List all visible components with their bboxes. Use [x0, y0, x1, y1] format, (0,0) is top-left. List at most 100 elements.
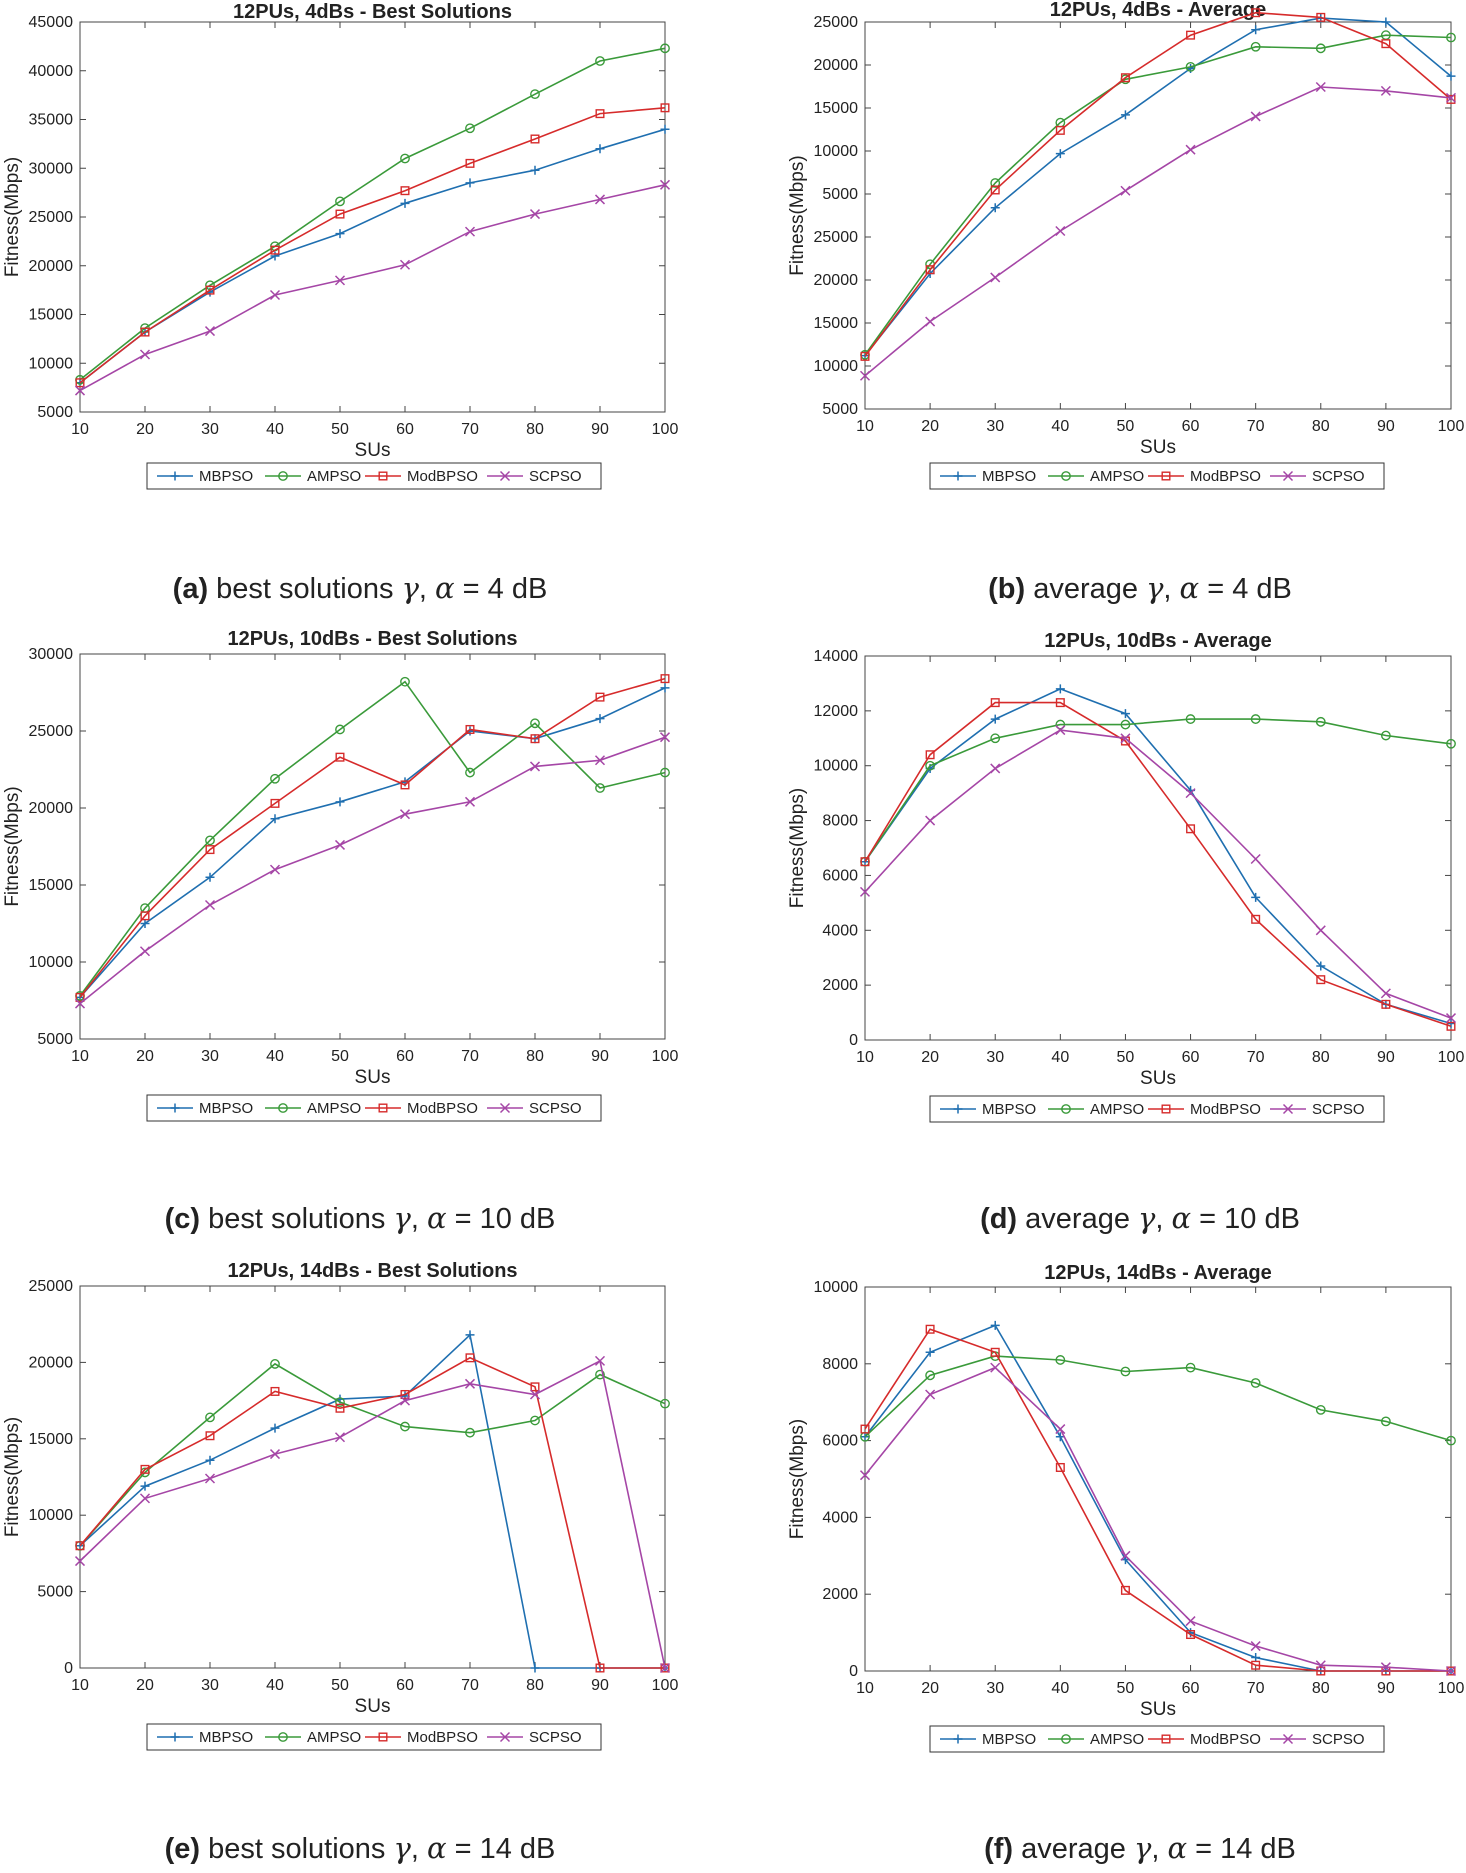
chart-title: 12PUs, 14dBs - Best Solutions: [227, 1260, 517, 1282]
data-point: [1251, 892, 1261, 902]
data-point: [595, 109, 605, 119]
legend-marker: [170, 1103, 180, 1113]
legend-label: SCPSO: [1312, 1731, 1365, 1748]
legend-marker: [278, 471, 288, 481]
y-tick-label: 25000: [29, 1278, 74, 1295]
data-point: [1055, 1432, 1065, 1442]
series-line: [864, 1324, 1451, 1672]
data-point: [990, 1320, 1000, 1330]
legend-label: ModBPSO: [407, 468, 478, 485]
legend-marker: [1161, 1104, 1171, 1114]
x-tick-label: 30: [201, 1677, 219, 1694]
caption-alpha: α: [1171, 1201, 1191, 1235]
data-point: [1055, 1424, 1066, 1435]
series-line: [864, 701, 1452, 1028]
data-point: [990, 698, 1000, 708]
data-point: [75, 992, 85, 1002]
y-tick-label: 10000: [29, 1507, 74, 1524]
data-point: [204, 899, 216, 911]
data-point: [270, 1386, 280, 1396]
data-point: [990, 272, 1001, 283]
data-point: [1120, 1550, 1131, 1561]
data-point: [334, 1432, 346, 1443]
data-point: [205, 1412, 215, 1423]
y-tick-label: 14000: [814, 648, 859, 665]
data-point: [400, 1421, 410, 1432]
data-point: [1446, 71, 1456, 81]
series-ampso: [75, 1359, 670, 1551]
series-modbpso: [860, 8, 1456, 361]
chart-1: 12PUs, 4dBs - Best Solutions 5000 10000 150…: [2, 1, 678, 605]
series-line: [79, 128, 666, 384]
x-tick-label: 10: [856, 1049, 874, 1066]
data-point: [464, 796, 476, 807]
x-tick-label: 40: [266, 421, 284, 438]
x-tick-label: 50: [331, 1677, 349, 1694]
series-mbpso: [75, 1330, 670, 1673]
data-point: [1120, 1366, 1131, 1377]
data-point: [465, 726, 475, 736]
series-scpso: [859, 725, 1457, 1024]
x-tick-label: 20: [136, 1048, 154, 1065]
data-point: [1120, 719, 1131, 730]
x-tick-label: 10: [856, 1680, 874, 1697]
data-point: [270, 251, 280, 261]
x-tick-label: 100: [1438, 1049, 1465, 1066]
y-tick-label: 4000: [822, 1509, 858, 1526]
y-tick-label: 15000: [814, 100, 859, 117]
data-point: [530, 734, 540, 744]
data-point: [1251, 1660, 1261, 1670]
legend-label: MBPSO: [982, 1731, 1036, 1748]
legend-label: SCPSO: [529, 1729, 582, 1746]
data-point: [1446, 1021, 1456, 1031]
x-tick-label: 50: [1117, 1680, 1135, 1697]
legend-marker: [278, 1732, 288, 1742]
y-tick-label: 45000: [29, 14, 74, 31]
y-tick-label: 8000: [822, 1356, 858, 1373]
legend-label: SCPSO: [1312, 468, 1365, 485]
x-tick-label: 90: [591, 1677, 609, 1694]
legend-marker: [1161, 1734, 1171, 1744]
y-tick-label: 10000: [814, 1279, 859, 1296]
x-tick-label: 30: [201, 1048, 219, 1065]
data-point: [140, 1464, 150, 1474]
data-point: [270, 798, 280, 808]
y-tick-label: 15000: [29, 1431, 74, 1448]
caption: (b) average γ, α = 4 dB: [988, 571, 1292, 605]
series-line: [79, 107, 666, 384]
legend-marker: [1282, 1103, 1294, 1115]
data-point: [269, 1449, 281, 1460]
data-point: [595, 783, 605, 793]
y-tick-label: 4000: [822, 922, 858, 939]
series-ampso: [860, 30, 1456, 360]
plot-frame: [864, 21, 1452, 410]
series-line: [79, 1362, 666, 1547]
y-axis-label: Fitness(Mbps): [787, 155, 808, 275]
data-point: [1315, 81, 1326, 93]
data-point: [1250, 111, 1261, 122]
x-tick-label: 30: [986, 418, 1004, 435]
caption-pre: best solutions: [208, 573, 401, 605]
y-tick-label: 5000: [822, 186, 858, 203]
legend-marker: [1061, 471, 1071, 481]
data-point: [335, 229, 345, 239]
y-tick-label: 0: [64, 1660, 73, 1677]
caption-pre: average: [1017, 1203, 1138, 1235]
caption-post: = 14 dB: [447, 1833, 556, 1865]
caption-mid: ,: [1163, 573, 1179, 605]
series-line: [864, 718, 1452, 863]
legend-marker: [170, 471, 180, 481]
x-tick-label: 40: [266, 1048, 284, 1065]
data-point: [660, 103, 670, 113]
data-point: [400, 1389, 410, 1399]
data-point: [74, 1556, 86, 1567]
legend-label: ModBPSO: [1190, 1731, 1261, 1748]
legend-marker: [953, 1734, 963, 1744]
legend-label: MBPSO: [199, 468, 253, 485]
series-line: [864, 1355, 1452, 1442]
data-point: [1250, 1641, 1261, 1652]
caption-alpha: α: [427, 1201, 447, 1235]
series-scpso: [74, 1355, 671, 1674]
series-ampso: [860, 714, 1456, 867]
x-tick-label: 60: [396, 1677, 414, 1694]
